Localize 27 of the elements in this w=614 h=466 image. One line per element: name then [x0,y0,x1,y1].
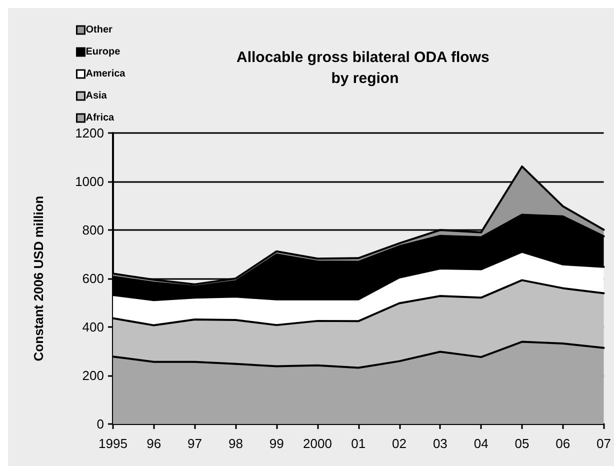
y-tick-label: 600 [82,271,104,286]
x-tick-label: 1995 [98,436,128,451]
legend-label: Africa [86,112,115,124]
legend-label: Other [86,24,113,36]
y-tick-label: 1000 [75,174,104,189]
x-tick-label: 07 [596,436,612,451]
y-tick-label: 200 [82,368,104,383]
legend-label: Asia [86,90,108,102]
y-tick-label: 0 [96,416,104,432]
x-tick-label: 05 [514,436,530,451]
x-tick-label: 04 [474,436,488,451]
legend-label: America [86,68,126,80]
legend-label: Europe [86,46,121,58]
x-tick-label: 03 [432,436,448,451]
x-tick-label: 2000 [303,436,332,451]
x-tick-label: 02 [392,436,407,451]
x-tick-label: 99 [269,436,284,451]
chart-title: Allocable gross bilateral ODA flows by region [236,49,494,87]
x-tick-label: 96 [146,436,162,451]
x-tick-label: 01 [351,436,366,451]
x-tick-label: 06 [556,436,570,451]
y-tick-label: 400 [82,320,104,334]
y-tick-label: 800 [82,222,104,238]
x-tick-label: 97 [188,436,202,451]
y-tick-label: 1200 [75,126,104,140]
y-axis-title: Constant 2006 USD million [31,196,46,362]
x-tick-label: 98 [228,436,243,451]
